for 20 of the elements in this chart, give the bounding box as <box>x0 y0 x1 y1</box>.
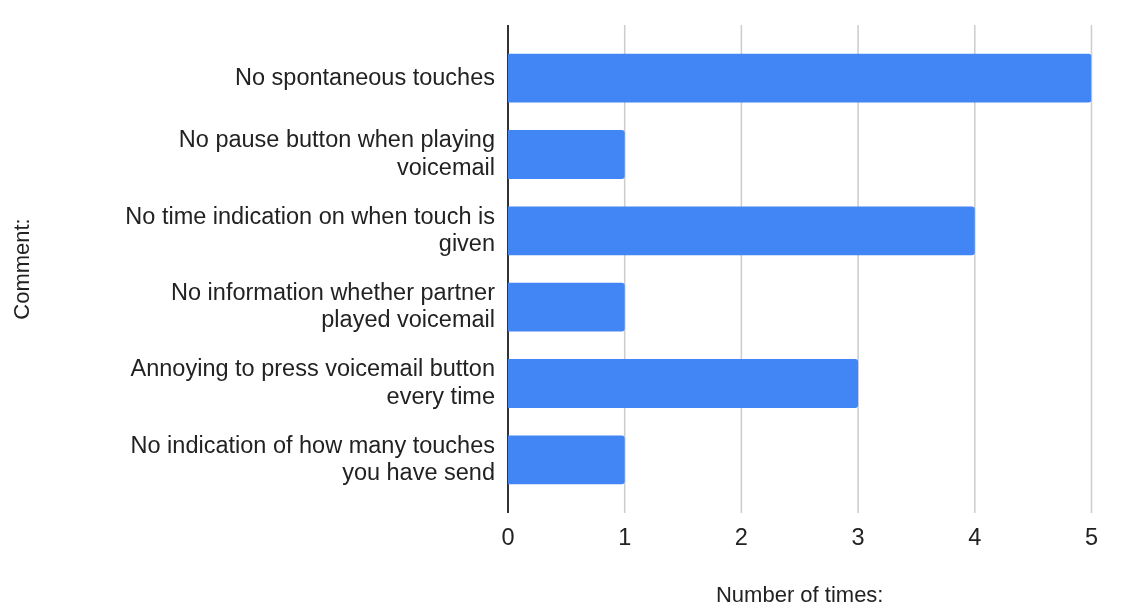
y-tick-label: No time indication on when touch is given <box>125 202 495 256</box>
bar <box>508 359 859 408</box>
x-tick-label: 2 <box>734 523 748 550</box>
bar <box>508 282 625 332</box>
bar <box>508 435 625 485</box>
x-tick-label: 3 <box>851 523 865 550</box>
y-tick-label: No indication of how many touches you have send <box>130 431 495 485</box>
y-tick-label: Annoying to press voicemail button every time <box>130 355 495 409</box>
bar <box>508 53 1092 103</box>
x-tick-label: 1 <box>618 523 632 550</box>
y-axis-title: Comment: <box>9 218 35 320</box>
bar <box>508 206 975 256</box>
y-tick-label: No spontaneous touches <box>235 63 495 90</box>
y-tick-label: No pause button when playing voicemail <box>178 126 495 180</box>
bar <box>508 130 625 179</box>
x-tick-label: 5 <box>1084 523 1098 550</box>
x-tick-label: 4 <box>968 523 982 550</box>
x-tick-label: 0 <box>501 523 515 550</box>
y-tick-label: No information whether partner played voicemail <box>171 279 496 333</box>
x-axis-title: Number of times: <box>715 581 884 607</box>
